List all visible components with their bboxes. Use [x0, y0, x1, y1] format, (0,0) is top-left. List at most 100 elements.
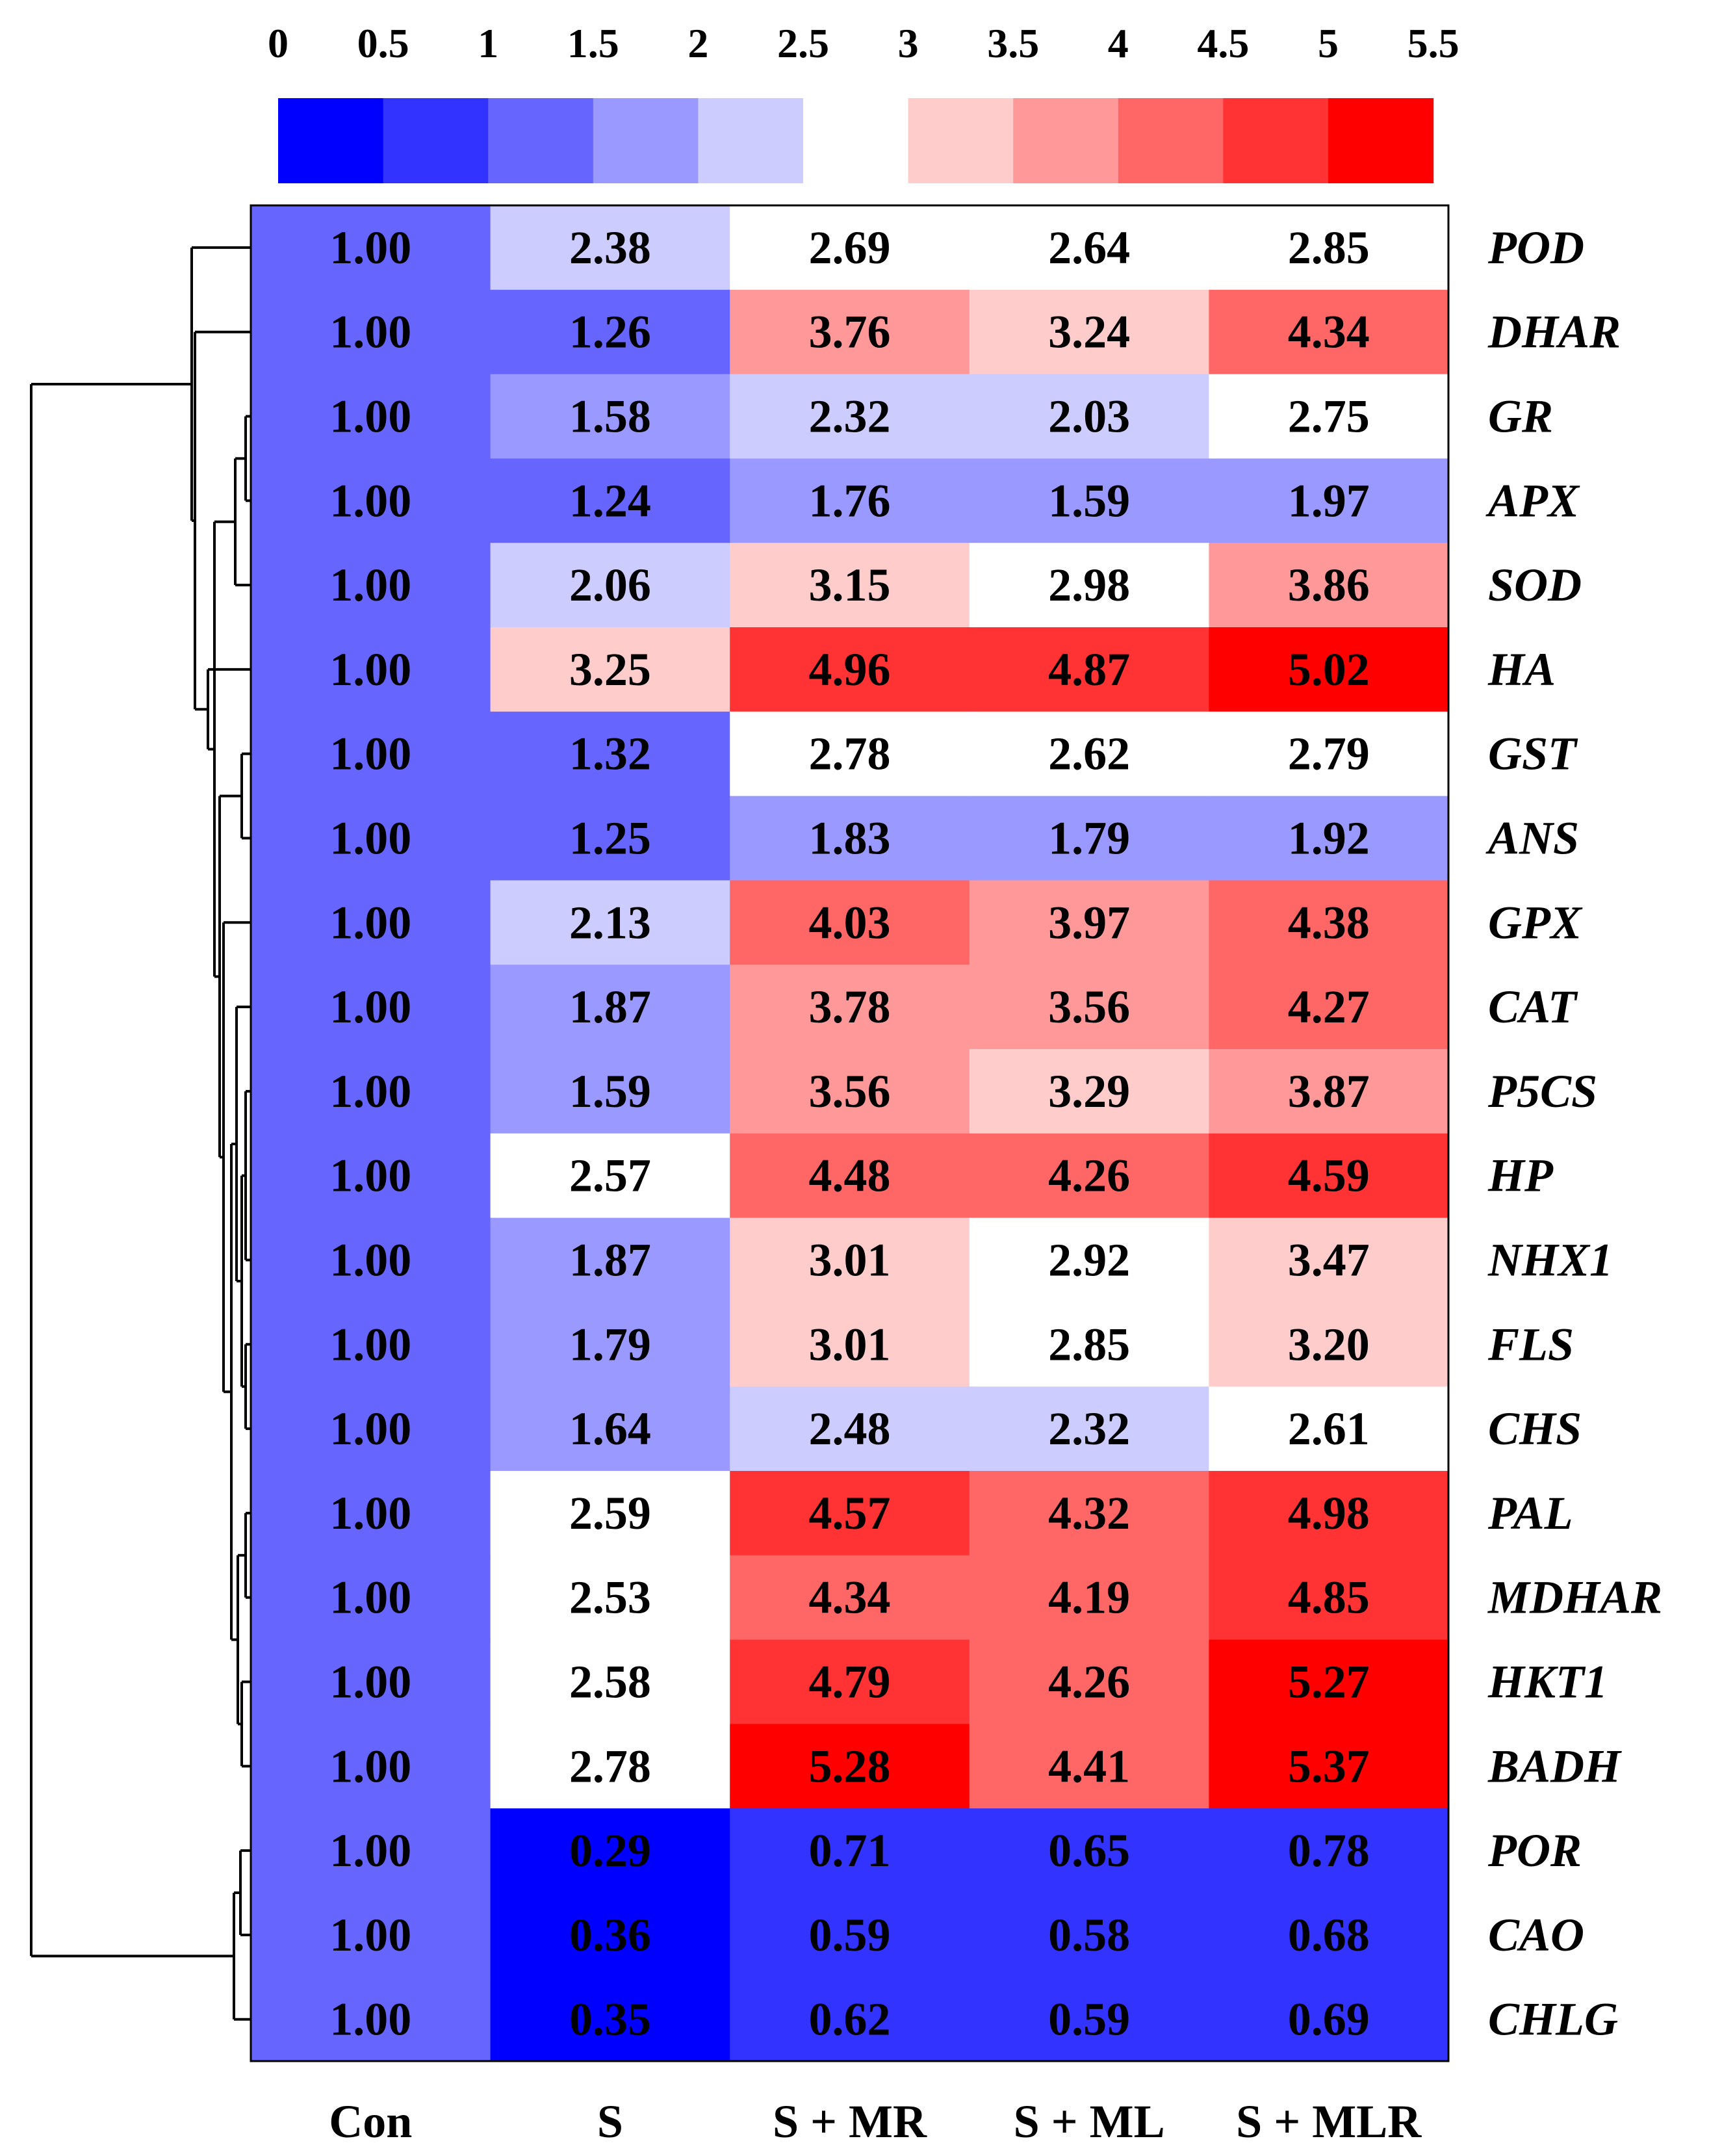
heatmap-cell — [251, 711, 491, 797]
heatmap-cell — [730, 1217, 970, 1303]
heatmap-cell-value: 1.00 — [329, 559, 411, 611]
heatmap-cell-value: 2.59 — [569, 1487, 651, 1539]
heatmap-cell — [1209, 1471, 1449, 1556]
heatmap-cell-value: 0.36 — [569, 1909, 651, 1961]
heatmap-cell — [251, 289, 491, 375]
heatmap-cell — [969, 1133, 1209, 1219]
heatmap-cell — [1209, 796, 1449, 881]
heatmap-cell-value: 1.00 — [329, 1825, 411, 1877]
heatmap-cell — [969, 1555, 1209, 1641]
heatmap-cell — [1209, 880, 1449, 965]
heatmap-cell — [1209, 1302, 1449, 1387]
heatmap-cell — [1209, 1724, 1449, 1809]
row-label: P5CS — [1487, 1065, 1597, 1117]
row-label: APX — [1485, 474, 1580, 526]
heatmap-cells — [251, 205, 1449, 2062]
heatmap-cell — [251, 205, 491, 291]
heatmap-cell-value: 1.00 — [329, 1909, 411, 1961]
row-label: PAL — [1487, 1487, 1573, 1539]
heatmap-cell-value: 4.98 — [1288, 1487, 1370, 1539]
heatmap-cell-value: 2.03 — [1048, 391, 1130, 443]
heatmap-cell — [969, 1808, 1209, 1893]
heatmap-cell — [730, 458, 970, 543]
heatmap-cell — [730, 1893, 970, 1978]
heatmap-cell — [490, 374, 730, 459]
color-scale-swatch — [908, 98, 1014, 183]
heatmap-cell — [1209, 965, 1449, 1050]
heatmap-cell — [490, 1808, 730, 1893]
heatmap-cell — [251, 1808, 491, 1893]
heatmap-cell — [969, 711, 1209, 797]
heatmap-cell-value: 2.62 — [1048, 728, 1130, 780]
heatmap-cell — [969, 1049, 1209, 1134]
row-label: GPX — [1488, 896, 1583, 948]
heatmap-cell — [490, 1049, 730, 1134]
color-scale-tick-label: 1.5 — [567, 20, 619, 66]
heatmap-cell-value: 3.25 — [569, 643, 651, 695]
heatmap-cell — [730, 374, 970, 459]
heatmap-cell-value: 1.58 — [569, 391, 651, 443]
heatmap-cell — [730, 1639, 970, 1724]
heatmap-cell — [1209, 1555, 1449, 1641]
heatmap-cell-value: 1.00 — [329, 1994, 411, 2046]
color-scale-legend: 0 0.5 1 1.5 2 2.5 3 3.5 4 4.5 5 5.5 — [268, 20, 1459, 183]
heatmap-cell-value: 1.00 — [329, 1150, 411, 1202]
color-scale-swatch — [593, 98, 699, 183]
column-label: S + MLR — [1236, 2096, 1422, 2148]
heatmap-cell-value: 1.00 — [329, 1403, 411, 1455]
heatmap-cell — [490, 289, 730, 375]
heatmap-cell-value: 2.85 — [1048, 1318, 1130, 1370]
heatmap-cell-value: 3.15 — [809, 559, 891, 611]
heatmap-cell-value: 3.01 — [809, 1318, 891, 1370]
heatmap-cell — [251, 796, 491, 881]
row-label: POR — [1487, 1825, 1582, 1877]
heatmap-cell — [969, 880, 1209, 965]
heatmap-cell-value: 0.71 — [809, 1825, 891, 1877]
color-scale-tick-label: 4 — [1108, 20, 1129, 66]
column-label: S + MR — [773, 2096, 927, 2148]
heatmap-cell — [251, 880, 491, 965]
heatmap-cell-value: 3.01 — [809, 1234, 891, 1286]
heatmap-cell-value: 0.58 — [1048, 1909, 1130, 1961]
heatmap-cell — [251, 1049, 491, 1134]
heatmap-cell-value: 5.37 — [1288, 1740, 1370, 1792]
heatmap-cell-value: 1.79 — [1048, 812, 1130, 864]
heatmap-cell — [490, 1471, 730, 1556]
row-label: GR — [1488, 391, 1553, 443]
row-label: FLS — [1487, 1318, 1574, 1370]
heatmap-cell-value: 1.87 — [569, 981, 651, 1033]
heatmap-cell — [969, 1386, 1209, 1472]
heatmap-cell-value: 1.79 — [569, 1318, 651, 1370]
row-label: NHX1 — [1487, 1234, 1613, 1286]
heatmap-cell — [730, 796, 970, 881]
heatmap-cell-value: 4.96 — [809, 643, 891, 695]
heatmap-cell-value: 4.03 — [809, 896, 891, 948]
heatmap-cell — [730, 1555, 970, 1641]
heatmap-cell — [490, 880, 730, 965]
heatmap-cell — [251, 374, 491, 459]
heatmap-cell-value: 0.59 — [1048, 1994, 1130, 2046]
heatmap-cell-value: 1.87 — [569, 1234, 651, 1286]
heatmap-cell-value: 1.00 — [329, 812, 411, 864]
heatmap-cell-value: 4.57 — [809, 1487, 891, 1539]
color-scale-tick-label: 2 — [687, 20, 708, 66]
heatmap-cell-value: 5.28 — [809, 1740, 891, 1792]
color-scale-tick-label: 1 — [478, 20, 498, 66]
color-scale-swatch — [803, 98, 909, 183]
heatmap-cell — [1209, 711, 1449, 797]
heatmap-cell-value: 3.76 — [809, 306, 891, 358]
heatmap-cell-value: 0.78 — [1288, 1825, 1370, 1877]
row-labels: POD DHAR GR APX SOD HA GST ANS GPX CAT P5CS HP NHX1 F… — [1485, 222, 1662, 2046]
heatmap-cell — [969, 1302, 1209, 1387]
row-label: CHLG — [1488, 1994, 1618, 2046]
column-labels: Con S S + MR S + ML S + MLR — [329, 2096, 1422, 2148]
heatmap-cell-value: 1.00 — [329, 1656, 411, 1708]
heatmap-cell — [251, 458, 491, 543]
heatmap-cell-value: 4.41 — [1048, 1740, 1130, 1792]
heatmap-cell-value: 3.47 — [1288, 1234, 1370, 1286]
row-label: POD — [1487, 222, 1584, 274]
row-label: CHS — [1488, 1403, 1582, 1455]
row-label: GST — [1488, 728, 1578, 780]
row-label: HA — [1487, 643, 1556, 695]
heatmap-value-labels: 1.00 2.38 2.69 2.64 2.85 1.00 1.26 3.76 3.24 4.34… — [329, 222, 1369, 2046]
